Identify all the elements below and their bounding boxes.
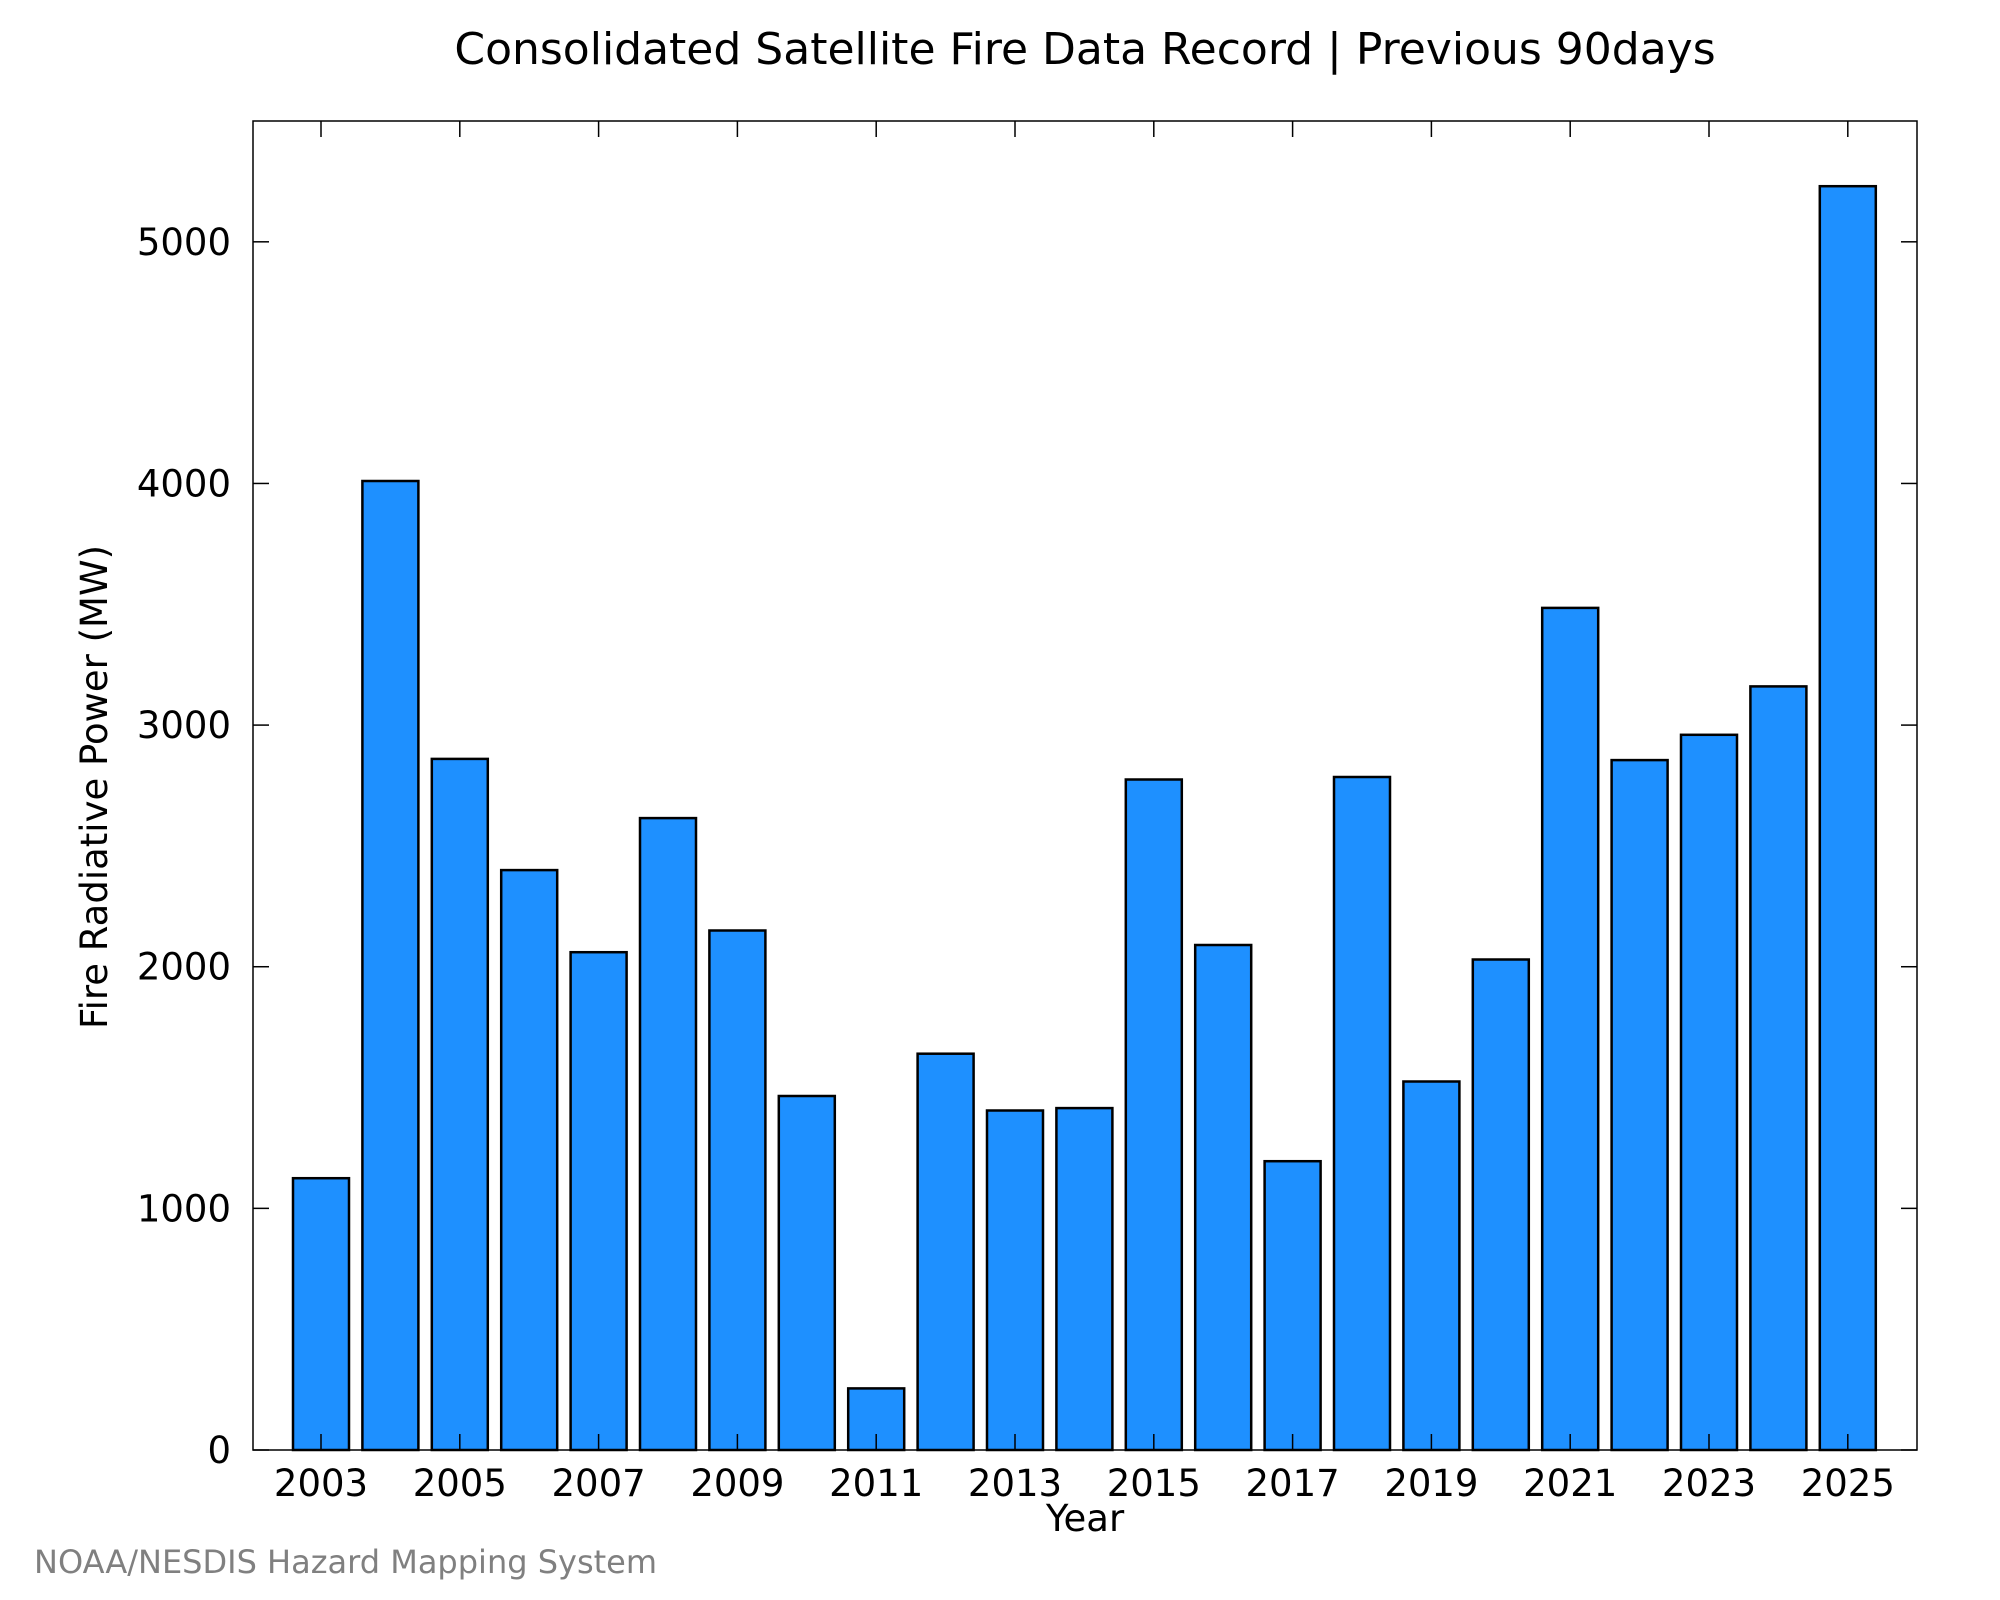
x-tick-label: 2011 — [829, 1462, 923, 1505]
bar-2014 — [1055, 1106, 1114, 1452]
bar-2023 — [1679, 733, 1739, 1452]
bar-2010 — [777, 1094, 837, 1452]
source-credit: NOAA/NESDIS Hazard Mapping System — [34, 1543, 657, 1581]
bar-2019 — [1402, 1080, 1461, 1452]
ticks-layer: 0 1000 2000 3000 4000 5000 2003 2005 2007 2009 201… — [137, 121, 1917, 1505]
x-tick-label: 2003 — [274, 1462, 368, 1505]
y-tick-label: 3000 — [137, 704, 231, 747]
bar-2008 — [638, 816, 698, 1452]
bar-2024 — [1749, 685, 1808, 1452]
x-tick-label: 2025 — [1801, 1462, 1895, 1505]
bar-2003 — [291, 1176, 351, 1452]
x-axis-label: Year — [1045, 1497, 1125, 1540]
x-tick-label: 2015 — [1107, 1462, 1201, 1505]
bar-2004 — [361, 479, 420, 1452]
bar-2020 — [1471, 958, 1531, 1452]
bar-2012 — [916, 1052, 975, 1452]
y-tick-label: 0 — [207, 1429, 231, 1472]
bar-2009 — [708, 929, 767, 1452]
y-tick-label: 2000 — [137, 946, 231, 989]
y-tick-label: 5000 — [137, 221, 231, 264]
x-tick-label: 2005 — [413, 1462, 507, 1505]
bar-2017 — [1263, 1159, 1322, 1452]
bar-2007 — [569, 950, 628, 1452]
x-tick-label: 2023 — [1662, 1462, 1756, 1505]
x-tick-label: 2007 — [552, 1462, 646, 1505]
x-tick-label: 2013 — [968, 1462, 1062, 1505]
y-tick-label: 4000 — [137, 462, 231, 505]
x-tick-label: 2021 — [1523, 1462, 1617, 1505]
bar-2013 — [985, 1109, 1045, 1452]
bar-2016 — [1193, 943, 1253, 1452]
bar-2021 — [1540, 606, 1600, 1452]
y-tick-label: 1000 — [137, 1187, 231, 1230]
x-tick-label: 2017 — [1246, 1462, 1340, 1505]
bar-2018 — [1332, 775, 1392, 1452]
bar-2015 — [1124, 778, 1184, 1452]
y-axis-label: Fire Radiative Power (MW) — [73, 545, 116, 1029]
x-tick-label: 2019 — [1384, 1462, 1478, 1505]
x-tick-label: 2009 — [690, 1462, 784, 1505]
bars-layer — [291, 184, 1878, 1452]
bar-2022 — [1610, 758, 1669, 1452]
bar-2006 — [499, 868, 559, 1452]
chart-title: Consolidated Satellite Fire Data Record … — [454, 24, 1715, 75]
bar-2005 — [430, 757, 490, 1452]
bar-2025 — [1818, 184, 1878, 1452]
